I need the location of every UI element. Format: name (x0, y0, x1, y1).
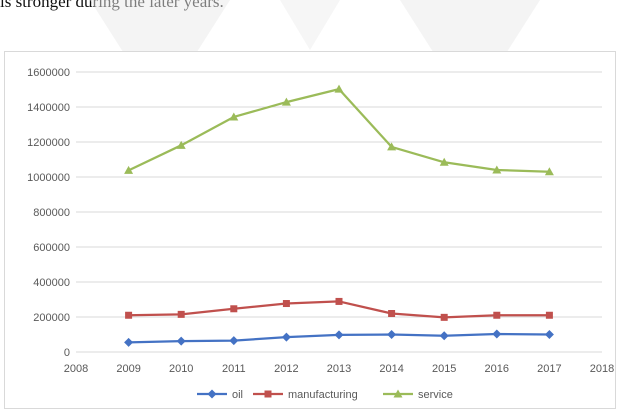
legend-item-service: service (383, 389, 453, 401)
data-point-service (176, 140, 186, 149)
x-tick-label: 2009 (116, 363, 140, 375)
x-axis-tick-labels: 2008 2009 2010 2011 2012 2013 2014 2015 2016 2017… (64, 363, 614, 375)
data-point-oil (492, 329, 502, 339)
x-tick-label: 2013 (327, 363, 351, 375)
data-point-oil (439, 331, 449, 341)
data-point-oil (229, 336, 239, 346)
x-tick-label: 2017 (537, 363, 561, 375)
x-tick-label: 2015 (432, 363, 456, 375)
legend-label: oil (232, 389, 243, 401)
data-point-manufacturing (388, 310, 396, 317)
series-service (124, 84, 554, 176)
data-point-oil (334, 330, 344, 340)
data-point-manufacturing (125, 311, 133, 319)
legend-label: manufacturing (288, 389, 358, 401)
series-lines (124, 84, 554, 347)
legend-marker (393, 389, 403, 398)
x-tick-label: 2010 (169, 363, 193, 375)
y-tick-label: 800000 (33, 207, 70, 219)
data-point-service (492, 165, 502, 174)
x-tick-label: 2008 (64, 363, 88, 375)
data-point-manufacturing (335, 297, 343, 305)
y-tick-label: 200000 (33, 312, 70, 324)
legend-label: service (418, 389, 453, 401)
data-point-manufacturing (230, 305, 238, 313)
x-tick-label: 2016 (485, 363, 509, 375)
y-tick-label: 400000 (33, 277, 70, 289)
chart-frame: 0 200000 400000 600000 800000 1000000 1200000 1… (4, 51, 616, 409)
data-point-manufacturing (545, 311, 553, 319)
y-axis-tick-labels: 0 200000 400000 600000 800000 1000000 1200000 1… (27, 67, 70, 359)
data-point-manufacturing (493, 311, 501, 319)
data-point-service (439, 157, 449, 166)
data-point-manufacturing (440, 313, 448, 321)
data-point-manufacturing (282, 300, 290, 308)
data-point-service (387, 142, 397, 151)
legend-marker (264, 390, 272, 398)
legend-marker (207, 389, 217, 399)
y-tick-label: 0 (64, 347, 70, 359)
x-tick-label: 2012 (274, 363, 298, 375)
y-tick-label: 1000000 (27, 172, 70, 184)
y-tick-label: 1600000 (27, 67, 70, 79)
data-point-oil (544, 330, 554, 339)
x-tick-label: 2014 (379, 363, 403, 375)
data-point-service (544, 167, 554, 176)
data-point-oil (387, 330, 397, 339)
data-point-oil (176, 336, 186, 346)
series-line-service (128, 88, 550, 173)
data-point-service (334, 84, 344, 93)
data-point-oil (124, 337, 134, 347)
x-tick-label: 2011 (222, 363, 246, 375)
series-oil (124, 329, 554, 347)
data-point-manufacturing (177, 310, 185, 318)
y-tick-label: 1400000 (27, 102, 70, 114)
data-point-service (281, 97, 291, 106)
y-tick-label: 1200000 (27, 137, 70, 149)
data-point-oil (281, 332, 291, 342)
x-tick-label: 2018 (590, 363, 614, 375)
series-manufacturing (125, 297, 553, 321)
data-point-service (229, 112, 239, 121)
legend-item-oil: oil (197, 389, 243, 401)
legend-item-manufacturing: manufacturing (253, 389, 358, 401)
gridlines (76, 71, 602, 353)
y-tick-label: 600000 (33, 242, 70, 254)
line-chart: 0 200000 400000 600000 800000 1000000 1200000 1… (27, 67, 614, 401)
data-point-service (124, 165, 134, 174)
legend: oil manufacturing service (197, 389, 453, 401)
